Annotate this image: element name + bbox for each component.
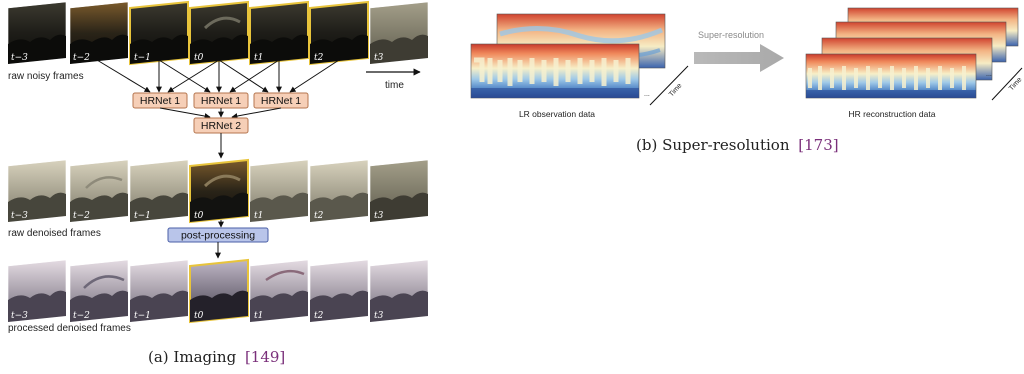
processed-frame-t0: t0 xyxy=(189,258,249,324)
input-arrows xyxy=(96,59,340,93)
hr-stack: ... Time HR reconstruction data xyxy=(805,7,1024,119)
row-label-processed: processed denoised frames xyxy=(8,323,131,334)
processed-frame-t1: t1 xyxy=(249,259,309,323)
lr-ellipsis: ... xyxy=(644,91,650,98)
denoised-label-t-3: t−3 xyxy=(11,211,28,221)
lr-stack: ... Time LR observation data xyxy=(470,13,689,119)
processed-label-t0: t0 xyxy=(194,311,204,321)
denoised-label-t-2: t−2 xyxy=(73,211,90,221)
post-processing-label: post-processing xyxy=(181,230,255,242)
imaging-caption: (a) Imaging [149] xyxy=(148,348,285,366)
processed-label-t-2: t−2 xyxy=(73,311,90,321)
denoised-label-t2: t2 xyxy=(314,211,324,221)
frame-label-t-2: t−2 xyxy=(73,53,90,63)
superres-panel: ... Time LR observation data Super-resol… xyxy=(470,7,1024,154)
processed-frame-t-1: t−1 xyxy=(129,259,189,323)
hrnet1-to-hrnet2-arrows xyxy=(159,107,282,119)
time-axis: time xyxy=(366,68,421,91)
denoised-frame-t-1: t−1 xyxy=(129,159,189,223)
noisy-frame-t1: t1 xyxy=(249,0,309,66)
hr-ellipsis: ... xyxy=(986,71,992,78)
superres-arrow: Super-resolution xyxy=(694,30,784,72)
processed-label-t3: t3 xyxy=(374,311,384,321)
denoised-label-t0: t0 xyxy=(194,211,204,221)
hrnet2-label: HRNet 2 xyxy=(201,120,241,132)
frame-label-t-1: t−1 xyxy=(134,53,151,63)
imaging-panel: t−3 t−2 t−1 t0 t1 xyxy=(7,0,429,366)
noisy-frame-t0: t0 xyxy=(189,0,249,66)
denoised-frame-t2: t2 xyxy=(309,159,369,223)
post-processing-box: post-processing xyxy=(167,227,269,243)
processed-label-t-3: t−3 xyxy=(11,311,28,321)
row-label-noisy: raw noisy frames xyxy=(8,71,84,82)
processed-frame-t-3: t−3 xyxy=(7,259,67,323)
lr-frame-front xyxy=(470,43,640,99)
lr-label: LR observation data xyxy=(519,109,595,119)
denoised-label-t3: t3 xyxy=(374,211,384,221)
hrnet1-label-center: HRNet 1 xyxy=(201,95,241,107)
denoised-frame-t0: t0 xyxy=(189,158,249,224)
noisy-frame-t-1: t−1 xyxy=(129,0,189,66)
hrnet1-label-right: HRNet 1 xyxy=(261,95,301,107)
frame-label-t0: t0 xyxy=(194,53,204,63)
denoised-frame-t-3: t−3 xyxy=(7,159,67,223)
noisy-frames-row: t−3 t−2 t−1 t0 t1 xyxy=(7,0,429,66)
hr-frame-front xyxy=(805,53,977,99)
hr-time-axis: Time xyxy=(991,67,1024,101)
processed-frame-t-2: t−2 xyxy=(69,259,129,323)
noisy-frame-t2: t2 xyxy=(309,0,369,66)
hr-time-label: Time xyxy=(1008,76,1024,92)
processed-frame-t3: t3 xyxy=(369,259,429,323)
time-label: time xyxy=(385,80,404,91)
noisy-frame-t-3: t−3 xyxy=(7,1,67,65)
frame-label-t1: t1 xyxy=(254,53,263,63)
processed-frame-t2: t2 xyxy=(309,259,369,323)
processed-label-t-1: t−1 xyxy=(134,311,151,321)
denoised-frame-t3: t3 xyxy=(369,159,429,223)
denoised-frames-row: t−3 t−2 t−1 t0 t1 xyxy=(7,158,429,224)
processed-label-t1: t1 xyxy=(254,311,263,321)
hrnet1-label-left: HRNet 1 xyxy=(140,95,180,107)
hrnet1-box-right: HRNet 1 xyxy=(253,92,309,109)
superres-caption: (b) Super-resolution [173] xyxy=(636,136,839,154)
frame-label-t-3: t−3 xyxy=(11,53,28,63)
denoised-label-t-1: t−1 xyxy=(134,211,151,221)
processed-frames-row: t−3 t−2 t−1 t0 t1 xyxy=(7,258,429,324)
processed-label-t2: t2 xyxy=(314,311,324,321)
hr-label: HR reconstruction data xyxy=(849,109,936,119)
noisy-frame-t3: t3 xyxy=(369,1,429,65)
hrnet1-box-center: HRNet 1 xyxy=(193,92,249,109)
denoised-frame-t-2: t−2 xyxy=(69,159,129,223)
frame-label-t2: t2 xyxy=(314,53,324,63)
superres-arrow-label: Super-resolution xyxy=(698,30,764,40)
hrnet2-box: HRNet 2 xyxy=(193,117,249,134)
row-label-denoised: raw denoised frames xyxy=(8,228,101,239)
hrnet1-box-left: HRNet 1 xyxy=(132,92,188,109)
lr-time-axis: Time xyxy=(649,65,689,106)
denoised-label-t1: t1 xyxy=(254,211,263,221)
noisy-frame-t-2: t−2 xyxy=(69,1,129,65)
frame-label-t3: t3 xyxy=(374,53,384,63)
denoised-frame-t1: t1 xyxy=(249,159,309,223)
